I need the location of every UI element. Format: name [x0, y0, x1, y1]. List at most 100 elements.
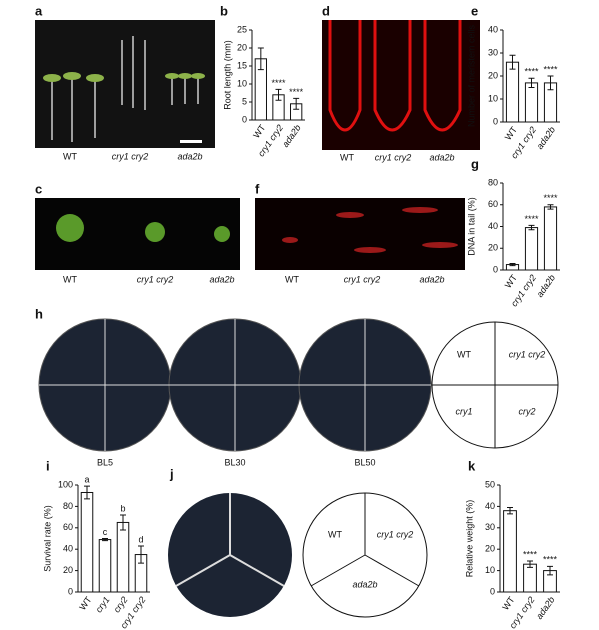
key-label: WT: [328, 529, 342, 539]
y-tick-label: 30: [488, 47, 498, 57]
significance: d: [138, 534, 143, 544]
y-tick-label: 0: [242, 114, 247, 124]
error-bar: [528, 77, 535, 88]
panel-letter: c: [35, 181, 42, 196]
bar: [524, 227, 539, 271]
error-bar: [84, 485, 90, 500]
caption: BL50: [354, 457, 375, 467]
y-tick-label: 20: [488, 70, 498, 80]
key-label: WT: [457, 349, 471, 359]
error-bar: [527, 560, 533, 568]
panel-letter: e: [471, 3, 478, 18]
x-tick-label: ada2b: [535, 273, 558, 299]
y-tick-label: 40: [63, 544, 73, 554]
caption: ada2b: [177, 151, 202, 161]
y-tick-label: 0: [493, 116, 498, 126]
y-tick-label: 25: [237, 24, 247, 34]
y-axis-label: Survival rate (%): [42, 505, 52, 572]
y-tick-label: 20: [488, 243, 498, 253]
panel-letter: b: [220, 3, 228, 18]
caption: BL5: [97, 457, 113, 467]
significance: b: [120, 503, 125, 513]
x-tick-label: WT: [500, 594, 517, 612]
y-axis-label: Relative weight (%): [464, 500, 474, 578]
y-axis-label: DNA in tail (%): [466, 197, 476, 256]
error-bar: [509, 54, 516, 70]
error-bar: [547, 565, 553, 576]
error-bar: [507, 506, 513, 515]
caption: cry1 cry2: [137, 274, 174, 284]
y-tick-label: 10: [488, 93, 498, 103]
significance: c: [103, 527, 108, 537]
significance: ****: [524, 214, 539, 224]
key-label: cry1 cry2: [509, 349, 546, 359]
x-tick-label: ada2b: [535, 125, 558, 151]
caption: WT: [63, 151, 77, 161]
y-tick-label: 10: [485, 565, 495, 575]
y-tick-label: 20: [63, 565, 73, 575]
bar: [524, 82, 539, 123]
y-tick-label: 0: [490, 586, 495, 596]
significance: ****: [543, 555, 558, 565]
panel-letter: h: [35, 306, 43, 321]
caption: WT: [285, 274, 299, 284]
y-tick-label: 100: [58, 479, 73, 489]
key-label: ada2b: [352, 579, 377, 589]
y-tick-label: 0: [68, 586, 73, 596]
significance: ****: [523, 549, 538, 559]
y-axis-label: Number of meristem cells: [466, 24, 476, 127]
bar: [505, 61, 520, 123]
error-bar: [275, 88, 282, 101]
photos: [35, 20, 559, 618]
significance: ****: [524, 67, 539, 77]
panel-letter: d: [322, 3, 330, 18]
caption: cry1 cry2: [112, 151, 149, 161]
x-tick-label: cry1: [94, 595, 112, 615]
caption: ada2b: [209, 274, 234, 284]
caption: WT: [340, 152, 354, 162]
bar: [543, 206, 558, 271]
error-bar: [509, 262, 516, 267]
y-tick-label: 20: [237, 42, 247, 52]
x-tick-label: WT: [503, 272, 520, 290]
caption: BL30: [224, 457, 245, 467]
caption: cry1 cry2: [344, 274, 381, 284]
y-tick-label: 30: [485, 522, 495, 532]
key-label: cry1 cry2: [377, 529, 414, 539]
key-label: cry1: [455, 406, 472, 416]
panel-letter: f: [255, 181, 260, 196]
error-bar: [547, 75, 554, 91]
error-bar: [528, 224, 535, 231]
caption: cry1 cry2: [375, 152, 412, 162]
y-tick-label: 60: [63, 522, 73, 532]
y-tick-label: 50: [485, 479, 495, 489]
panel-letter: k: [468, 458, 476, 473]
bar: [523, 563, 537, 593]
y-tick-label: 10: [237, 78, 247, 88]
panel-letter: j: [169, 466, 174, 481]
photo-seedlings: [35, 20, 215, 148]
y-tick-label: 60: [488, 199, 498, 209]
error-bar: [293, 97, 300, 110]
caption: ada2b: [429, 152, 454, 162]
x-tick-label: ada2b: [280, 123, 303, 149]
error-bar: [257, 47, 264, 71]
y-tick-label: 40: [488, 221, 498, 231]
panel-letter: i: [46, 458, 50, 473]
error-bar: [102, 538, 108, 542]
x-tick-label: WT: [77, 594, 94, 612]
y-tick-label: 40: [485, 501, 495, 511]
y-tick-label: 40: [488, 24, 498, 34]
error-bar: [547, 204, 554, 210]
y-tick-label: 80: [63, 501, 73, 511]
caption: WT: [63, 274, 77, 284]
x-tick-label: WT: [503, 124, 520, 142]
key-label: cry2: [518, 406, 535, 416]
y-tick-label: 20: [485, 544, 495, 554]
bar: [98, 539, 112, 593]
x-tick-label: ada2b: [534, 595, 557, 621]
bar: [80, 491, 94, 593]
x-tick-label: WT: [251, 122, 268, 140]
significance: ****: [289, 87, 304, 97]
